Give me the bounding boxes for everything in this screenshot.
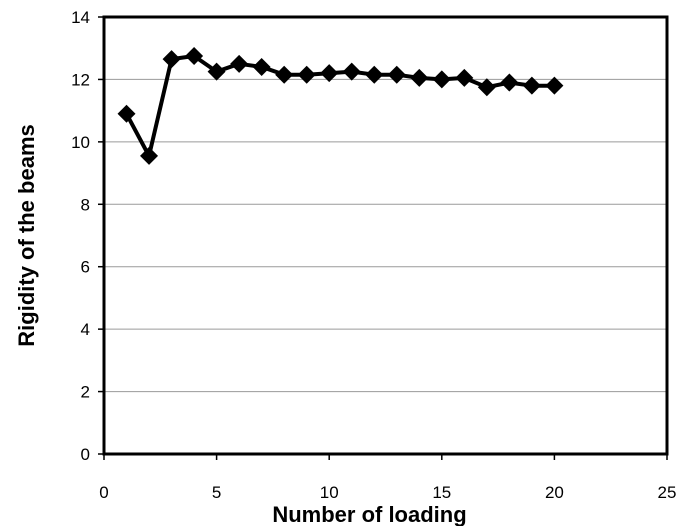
x-tick-label: 25 bbox=[658, 483, 677, 502]
x-tick-labels: 0 5 10 15 20 25 bbox=[99, 483, 676, 502]
series-line bbox=[124, 54, 555, 158]
data-point bbox=[252, 57, 271, 76]
data-point bbox=[140, 146, 159, 165]
x-tick-label: 15 bbox=[432, 483, 451, 502]
data-point bbox=[320, 64, 339, 83]
y-tick-labels: 0 2 4 6 8 10 12 14 bbox=[71, 8, 90, 464]
data-point bbox=[410, 68, 429, 87]
axis-ticks bbox=[98, 16, 668, 460]
x-tick-label: 5 bbox=[212, 483, 221, 502]
x-tick-label: 20 bbox=[545, 483, 564, 502]
y-axis-title: Rigidity of the beams bbox=[14, 124, 39, 346]
data-point bbox=[162, 50, 181, 69]
y-tick-label: 4 bbox=[81, 320, 90, 339]
plot-area-frame bbox=[102, 15, 669, 456]
y-tick-label: 12 bbox=[71, 70, 90, 89]
data-point bbox=[477, 78, 496, 97]
x-tick-label: 0 bbox=[99, 483, 108, 502]
data-point bbox=[275, 65, 294, 84]
data-point bbox=[455, 68, 474, 87]
data-point bbox=[185, 47, 204, 66]
x-tick-label: 10 bbox=[320, 483, 339, 502]
y-tick-label: 2 bbox=[81, 383, 90, 402]
data-point bbox=[387, 65, 406, 84]
y-tick-label: 10 bbox=[71, 133, 90, 152]
gridlines bbox=[104, 78, 667, 393]
data-point bbox=[432, 70, 451, 89]
x-axis-title: Number of loading bbox=[272, 502, 466, 526]
data-markers bbox=[117, 47, 564, 165]
y-tick-label: 14 bbox=[71, 8, 90, 27]
data-point bbox=[500, 73, 519, 92]
y-tick-label: 0 bbox=[81, 445, 90, 464]
data-point bbox=[117, 104, 136, 123]
data-point bbox=[342, 62, 361, 81]
data-point bbox=[545, 76, 564, 95]
y-tick-label: 8 bbox=[81, 195, 90, 214]
data-point bbox=[207, 62, 226, 81]
data-point bbox=[365, 65, 384, 84]
data-point bbox=[230, 54, 249, 73]
y-tick-label: 6 bbox=[81, 258, 90, 277]
data-point bbox=[522, 76, 541, 95]
data-point bbox=[297, 65, 316, 84]
